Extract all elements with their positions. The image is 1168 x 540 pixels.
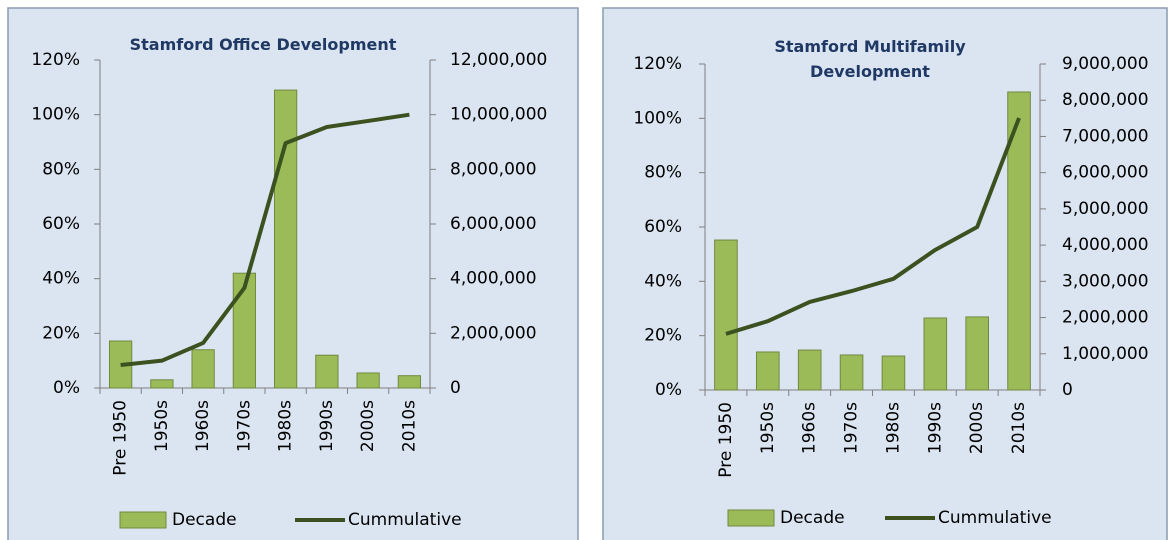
x-tick-label: 2010s [1009,402,1029,454]
y-tick-label: 100% [633,108,682,128]
bar [965,316,989,391]
y-tick-label: 20% [644,326,682,346]
y2-tick-label: 7,000,000 [1062,126,1149,146]
bar [839,354,864,391]
y2-tick-label: 12,000,000 [450,50,547,70]
bar [923,317,948,391]
y-tick-label: 120% [633,54,682,74]
x-tick-label: 1960s [193,400,213,452]
y2-tick-label: 10,000,000 [450,105,547,125]
bar [356,372,380,389]
y-tick-label: 60% [42,214,80,234]
x-tick-label: Pre 1950 [716,402,736,478]
chart-title: Stamford Office Development [129,35,397,54]
bar [881,355,906,391]
line [725,117,1021,336]
y2-tick-label: 6,000,000 [450,214,537,234]
x-tick-label: 1990s [925,402,945,454]
y2-tick-label: 3,000,000 [1062,271,1149,291]
bar [714,239,738,391]
x-tick-label: 1970s [234,400,254,452]
y2-tick-label: 2,000,000 [1062,308,1149,328]
y2-tick-label: 9,000,000 [1062,54,1149,74]
x-tick-label: 2000s [358,400,378,452]
bar [797,349,822,391]
y-tick-label: 0% [655,380,682,400]
line [120,112,410,368]
bar [273,89,298,389]
y-tick-label: 60% [644,217,682,237]
bar [232,272,257,389]
y2-tick-label: 0 [1062,380,1073,400]
x-tick-label: 1970s [842,402,862,454]
x-tick-label: 1980s [883,402,903,454]
y2-tick-label: 6,000,000 [1062,163,1149,183]
legend-swatch [727,509,775,527]
legend-label: Cummulative [938,508,1052,528]
panel [602,7,1168,540]
y-tick-label: 0% [53,378,80,398]
y-tick-label: 40% [644,271,682,291]
legend-label: Cummulative [348,510,462,530]
x-tick-label: 1950s [152,400,172,452]
y2-tick-label: 4,000,000 [450,269,537,289]
x-tick-label: 1990s [317,400,337,452]
y-tick-label: 20% [42,323,80,343]
x-tick-label: 2010s [399,400,419,452]
bar [756,351,780,391]
bar [315,354,339,389]
y-tick-label: 80% [42,159,80,179]
x-tick-label: 2000s [967,402,987,454]
legend-swatch [119,511,167,529]
bar [150,379,174,389]
bar [1007,91,1031,391]
y2-tick-label: 1,000,000 [1062,344,1149,364]
y-tick-label: 80% [644,163,682,183]
bar [397,375,422,389]
y2-tick-label: 4,000,000 [1062,235,1149,255]
chart-title: Stamford Multifamily Development [774,37,966,81]
x-tick-label: Pre 1950 [111,400,131,476]
y2-tick-label: 2,000,000 [450,323,537,343]
y2-tick-label: 0 [450,378,461,398]
y2-tick-label: 8,000,000 [450,159,537,179]
y-tick-label: 40% [42,269,80,289]
y-tick-label: 120% [31,50,80,70]
x-tick-label: 1980s [276,400,296,452]
bar [191,349,215,389]
y2-tick-label: 5,000,000 [1062,199,1149,219]
legend-label: Decade [172,510,237,530]
x-tick-label: 1960s [800,402,820,454]
y-tick-label: 100% [31,105,80,125]
legend-label: Decade [780,508,845,528]
x-tick-label: 1950s [758,402,778,454]
y2-tick-label: 8,000,000 [1062,90,1149,110]
